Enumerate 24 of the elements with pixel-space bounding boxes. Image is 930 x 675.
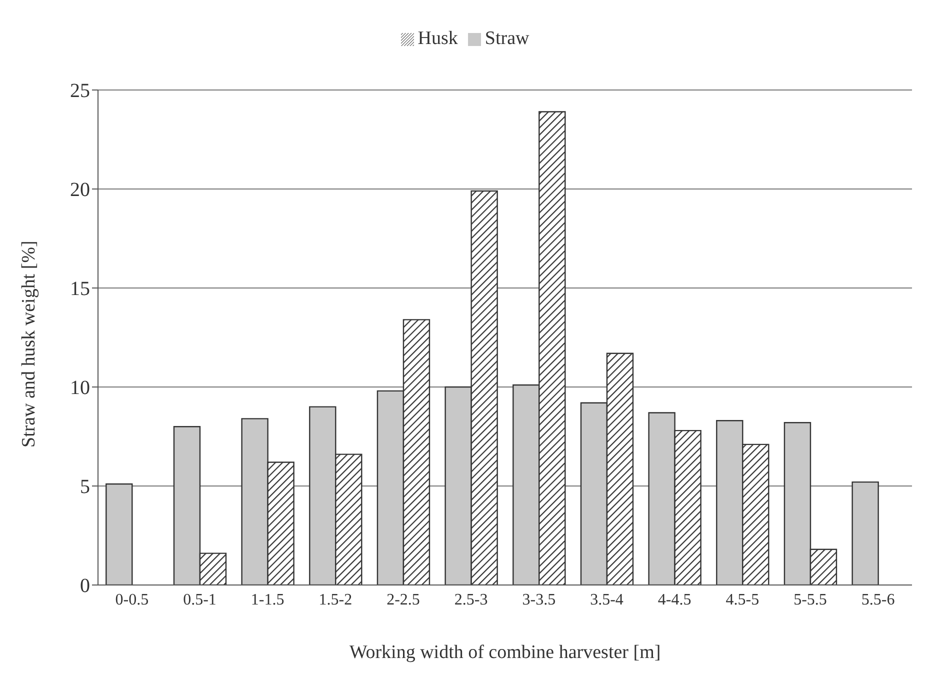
y-axis-title: Straw and husk weight [%] — [18, 240, 40, 448]
x-tick-label: 4-4.5 — [658, 591, 692, 608]
x-tick-label: 2.5-3 — [454, 591, 488, 608]
x-tick-label: 5.5-6 — [861, 591, 895, 608]
x-tick-label: 1.5-2 — [318, 591, 352, 608]
x-tick-label: 4.5-5 — [726, 591, 760, 608]
x-tick-label: 3.5-4 — [590, 591, 624, 608]
x-tick-label: 3-3.5 — [522, 591, 556, 608]
x-tick-label: 2-2.5 — [386, 591, 420, 608]
legend-label: Husk — [418, 28, 458, 49]
y-tick-label: 5 — [80, 476, 90, 498]
y-tick-label: 10 — [70, 377, 90, 400]
x-tick-label: 1-1.5 — [250, 591, 284, 608]
x-tick-label: 0.5-1 — [183, 591, 216, 608]
bar — [106, 483, 133, 585]
x-axis-title: Working width of combine harvester [m] — [349, 642, 661, 663]
y-tick-label: 20 — [70, 179, 90, 202]
legend-label: Straw — [484, 28, 530, 49]
x-tick-label: 5-5.5 — [794, 591, 827, 608]
y-tick-label: 25 — [70, 80, 90, 102]
y-tick-label: 15 — [70, 278, 90, 300]
x-tick-label: 0-0.5 — [115, 591, 149, 608]
y-tick-label: 0 — [80, 575, 90, 598]
bar — [852, 481, 879, 585]
